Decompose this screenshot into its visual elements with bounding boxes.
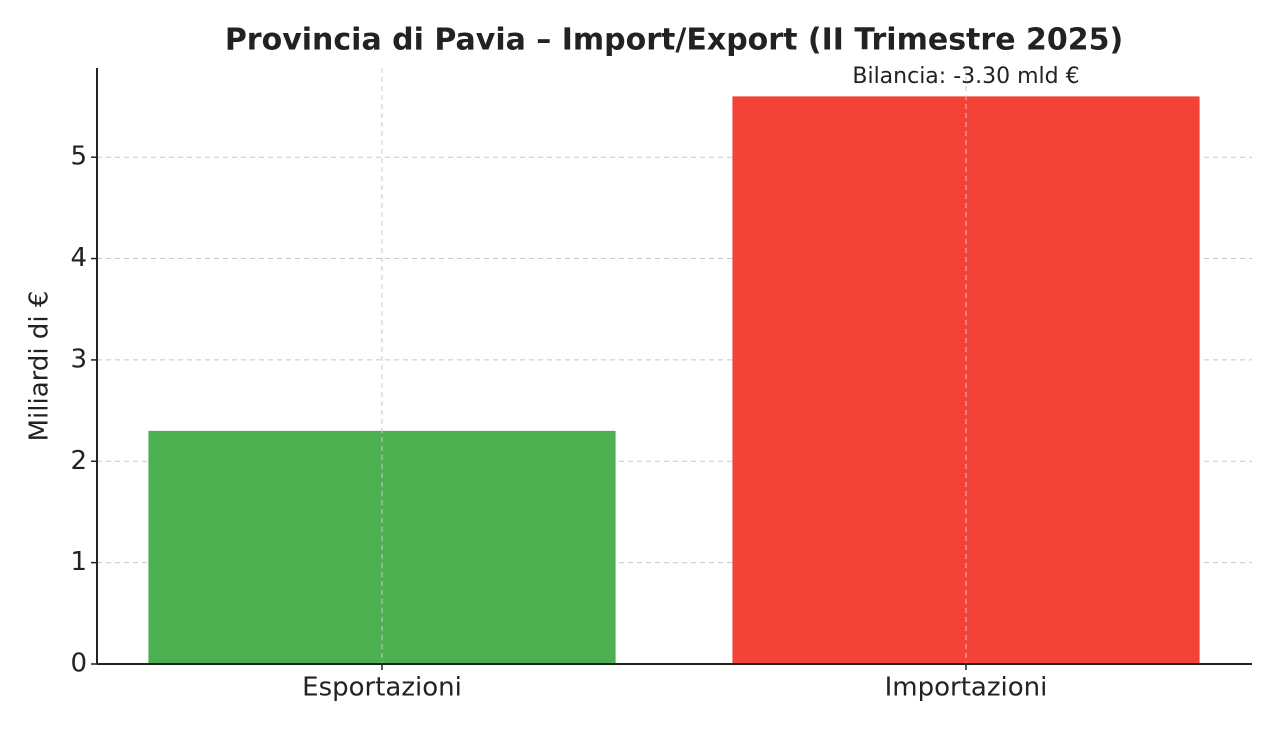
y-tick-label: 3: [70, 344, 87, 374]
y-tick-label: 4: [70, 243, 87, 273]
bar: [732, 96, 1200, 664]
y-tick-label: 5: [70, 142, 87, 172]
y-tick-label: 2: [70, 446, 87, 476]
chart-title: Provincia di Pavia – Import/Export (II T…: [225, 23, 1123, 58]
y-axis-label: Miliardi di €: [25, 291, 55, 442]
y-tick-label: 1: [70, 547, 87, 577]
annotation: Bilancia: -3.30 mld €: [852, 64, 1079, 89]
y-tick-label: 0: [70, 649, 87, 679]
x-tick-label: Importazioni: [885, 673, 1048, 703]
x-tick-label: Esportazioni: [302, 673, 462, 703]
